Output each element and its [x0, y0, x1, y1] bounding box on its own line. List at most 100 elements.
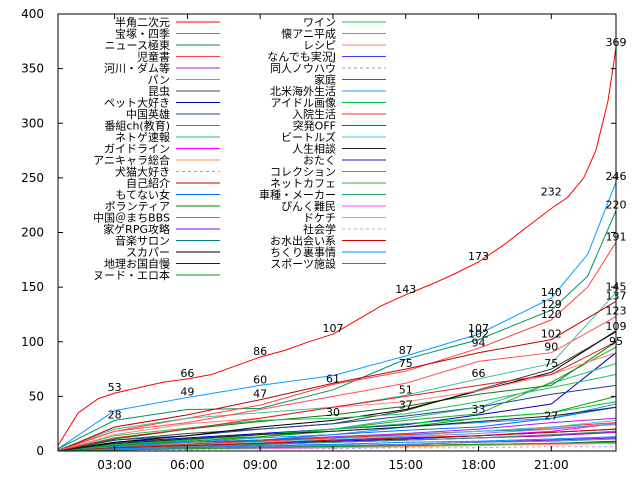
- legend-label-7: ペット大好き: [104, 96, 170, 110]
- legend-label-31: 入院生活: [292, 107, 336, 121]
- x-tick-label-5: 18:00: [461, 458, 496, 472]
- series-line-1: [57, 182, 617, 450]
- data-label-1-1: 60: [253, 373, 267, 386]
- legend-label-4: 河川・ダム等: [104, 61, 170, 75]
- legend-label-2: ニュース極東: [105, 38, 170, 52]
- x-tick-label-6: 21:00: [534, 458, 569, 472]
- data-label-17-0: 90: [544, 341, 558, 354]
- legend-label-17: 中国＠まちBBS: [93, 212, 170, 225]
- data-label-2-0: 28: [108, 408, 122, 421]
- legend-label-13: 犬猫大好き: [115, 165, 170, 179]
- legend-label-14: 自己紹介: [126, 177, 170, 190]
- series-line-3: [57, 242, 617, 451]
- legend-label-44: スポーツ施設: [270, 257, 336, 271]
- legend-label-1: 宝塚・四季: [115, 27, 170, 41]
- data-label-0-5: 173: [468, 250, 489, 263]
- legend-label-22: ヌード・エロ本: [93, 268, 170, 282]
- data-label-6-1: 75: [544, 357, 558, 370]
- series-line-43: [57, 436, 617, 452]
- data-label-5-1: 66: [472, 367, 486, 380]
- data-label-0-1: 66: [180, 367, 194, 380]
- y-tick-label-3: 150: [21, 280, 44, 294]
- data-label-2-2: 129: [541, 298, 562, 311]
- legend-label-25: レシピ: [303, 39, 336, 52]
- x-tick-label-4: 15:00: [388, 458, 423, 472]
- legend-label-34: 人生相談: [292, 142, 336, 156]
- data-label-3-1: 94: [472, 336, 486, 349]
- series-line-29: [57, 403, 617, 452]
- legend-label-8: 中国英雄: [126, 107, 170, 121]
- legend-label-39: ぴんく難民: [281, 200, 336, 213]
- legend-label-43: ちくり裏事情: [270, 245, 336, 259]
- legend-label-30: アイドル画像: [271, 97, 336, 110]
- data-label-1-4: 140: [541, 286, 562, 299]
- legend-label-5: パン: [147, 74, 170, 87]
- legend-label-0: 半角二次元: [115, 15, 170, 29]
- x-tick-label-2: 09:00: [243, 458, 278, 472]
- legend-label-11: ガイドライン: [104, 143, 170, 156]
- series-line-14: [57, 300, 617, 452]
- series-line-30: [57, 401, 617, 452]
- data-label-1-3: 107: [468, 322, 489, 335]
- y-tick-label-5: 250: [21, 171, 44, 185]
- legend-label-33: ビートルズ: [281, 130, 336, 144]
- series-line-2: [57, 210, 617, 450]
- data-label-layer: 5366861071431732323694960871071402462810…: [108, 36, 627, 423]
- data-label-0-0: 53: [108, 381, 122, 394]
- legend-label-18: 家ゲRPG攻略: [103, 222, 170, 236]
- legend-label-32: 突発OFF: [293, 119, 336, 133]
- legend-label-37: ネットカフェ: [270, 177, 336, 190]
- legend-label-26: なんでも実況J: [267, 50, 336, 64]
- legend-label-21: 地理お国自慢: [104, 258, 170, 271]
- x-tick-label-1: 06:00: [170, 458, 205, 472]
- legend-label-36: コレクション: [270, 166, 336, 179]
- legend-label-20: スカパー: [126, 246, 170, 259]
- legend-label-6: 昆虫: [148, 85, 170, 98]
- y-tick-label-8: 400: [21, 7, 44, 21]
- data-label-2-1: 102: [468, 328, 489, 341]
- y-tick-label-2: 100: [21, 335, 44, 349]
- legend-label-12: アニキャラ総合: [93, 153, 170, 167]
- data-label-1-2: 87: [399, 344, 413, 357]
- legend-label-19: 音楽サロン: [115, 234, 170, 248]
- legend: 半角二次元宝塚・四季ニュース極東児童書河川・ダム等パン昆虫ペット大好き中国英雄番…: [93, 15, 386, 282]
- series-line-16: [57, 341, 617, 452]
- legend-label-3: 児童書: [137, 50, 170, 64]
- series-line-42: [57, 428, 617, 452]
- data-label-5-0: 51: [399, 383, 413, 396]
- series-line-0: [57, 47, 617, 446]
- series-line-28: [57, 341, 617, 452]
- legend-label-15: もてない女: [115, 188, 170, 202]
- data-label-3-2: 120: [541, 308, 562, 321]
- data-label-1-0: 49: [180, 385, 194, 398]
- data-label-0-2: 86: [253, 345, 267, 358]
- y-tick-label-6: 300: [21, 116, 44, 130]
- data-label-14-1: 75: [399, 357, 413, 370]
- data-label-0-3: 107: [322, 322, 343, 335]
- data-label-23-1: 33: [472, 403, 486, 416]
- legend-label-42: お水出会い系: [270, 234, 336, 248]
- series-line-23: [57, 374, 617, 452]
- data-label-6-0: 37: [399, 399, 413, 412]
- series-line-34: [57, 406, 617, 452]
- legend-label-40: ドケチ: [303, 212, 336, 225]
- data-label-23-0: 30: [326, 406, 340, 419]
- series-line-8: [57, 384, 617, 452]
- x-tick-label-0: 03:00: [97, 458, 132, 472]
- legend-label-28: 家庭: [314, 73, 336, 87]
- data-label-23-2: 27: [544, 410, 558, 423]
- legend-label-9: 番組ch(教育): [104, 119, 170, 133]
- legend-label-38: 車種・メーカー: [259, 188, 336, 202]
- legend-label-23: ワイン: [303, 16, 336, 29]
- axis-layer: 0 50 100 150 200 250 300 350 400 03:00 06:00 09:00 1…: [21, 7, 617, 472]
- legend-label-10: ネトゲ速報: [115, 131, 170, 144]
- data-label-0-6: 232: [541, 186, 562, 199]
- data-label-14-2: 102: [541, 328, 562, 341]
- x-tick-label-3: 12:00: [316, 458, 351, 472]
- y-tick-label-0: 0: [36, 444, 44, 458]
- legend-label-29: 北米海外生活: [270, 84, 336, 98]
- legend-label-35: おたく: [303, 154, 336, 167]
